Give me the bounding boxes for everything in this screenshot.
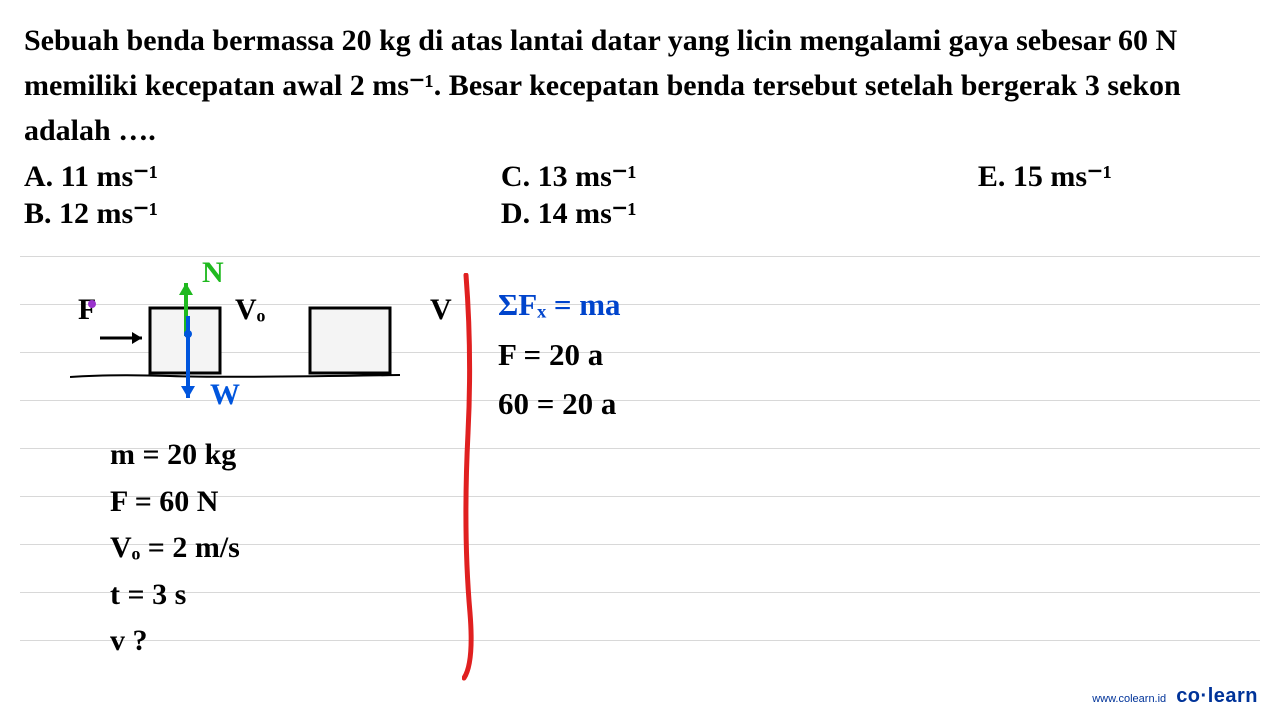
label-vo: Vₒ xyxy=(235,293,265,327)
equation-1: ΣFₓ = ma xyxy=(498,280,621,330)
label-w: W xyxy=(210,378,240,412)
given-vo: Vₒ = 2 m/s xyxy=(110,525,240,572)
option-d-value: 14 ms⁻¹ xyxy=(538,197,637,230)
equation-3: 60 = 20 a xyxy=(498,379,621,429)
given-v: v ? xyxy=(110,618,240,665)
option-e-value: 15 ms⁻¹ xyxy=(1013,160,1112,193)
ground-line xyxy=(70,375,400,377)
given-f: F = 60 N xyxy=(110,479,240,526)
option-d: D. 14 ms⁻¹ xyxy=(501,196,978,231)
force-arrow-f-head xyxy=(132,332,142,344)
option-b: B. 12 ms⁻¹ xyxy=(24,196,501,231)
free-body-diagram: F N Vₒ V W xyxy=(70,258,470,428)
option-c-value: 13 ms⁻¹ xyxy=(538,160,637,193)
label-n: N xyxy=(202,256,224,290)
given-m: m = 20 kg xyxy=(110,432,240,479)
given-data: m = 20 kg F = 60 N Vₒ = 2 m/s t = 3 s v … xyxy=(110,432,240,665)
weight-arrow-w-head xyxy=(181,386,195,398)
question-text: Sebuah benda bermassa 20 kg di atas lant… xyxy=(0,0,1280,157)
equation-2: F = 20 a xyxy=(498,330,621,380)
given-t: t = 3 s xyxy=(110,572,240,619)
weight-arrow-origin xyxy=(184,330,192,338)
footer-url: www.colearn.id xyxy=(1092,693,1166,705)
option-c: C. 13 ms⁻¹ xyxy=(501,159,978,194)
answer-options: A. 11 ms⁻¹ B. 12 ms⁻¹ C. 13 ms⁻¹ D. 14 m… xyxy=(0,159,1280,233)
equations-work: ΣFₓ = ma F = 20 a 60 = 20 a xyxy=(498,280,621,429)
purple-cursor-icon xyxy=(88,300,96,308)
option-a-value: 11 ms⁻¹ xyxy=(61,160,158,193)
box-2 xyxy=(310,308,390,373)
label-v: V xyxy=(430,293,452,327)
option-e: E. 15 ms⁻¹ xyxy=(978,159,1256,194)
work-area: F N Vₒ V W m = 20 kg F = 60 N Vₒ = 2 m/s… xyxy=(0,248,1280,688)
diagram-svg xyxy=(70,258,470,428)
footer-logo: co·learn xyxy=(1176,685,1258,708)
label-f: F xyxy=(78,293,96,327)
option-b-value: 12 ms⁻¹ xyxy=(59,197,158,230)
normal-arrow-n-head xyxy=(179,283,193,295)
footer: www.colearn.id co·learn xyxy=(1092,685,1258,708)
vertical-separator xyxy=(462,273,474,681)
option-a: A. 11 ms⁻¹ xyxy=(24,159,501,194)
